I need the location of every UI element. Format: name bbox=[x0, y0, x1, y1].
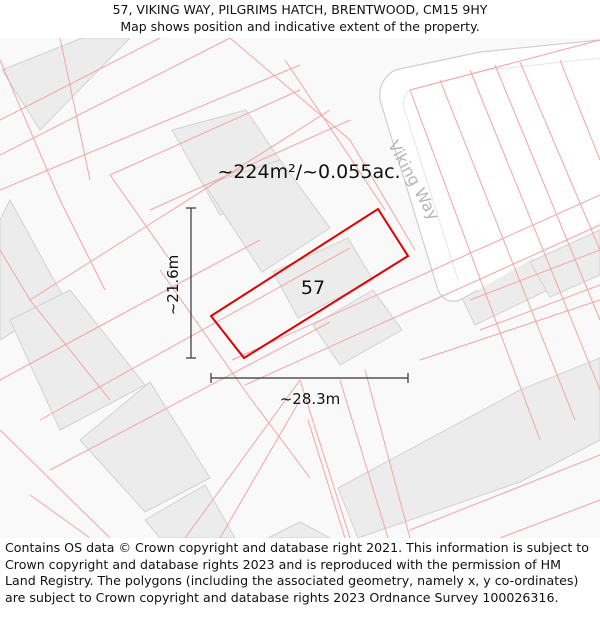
width-dimension-label: ~28.3m bbox=[280, 390, 341, 408]
viking-way-road bbox=[379, 39, 600, 302]
property-boundary[interactable] bbox=[209, 207, 410, 360]
dimension-lines bbox=[186, 207, 409, 383]
building bbox=[1, 38, 131, 131]
building bbox=[267, 521, 331, 538]
map-header: 57, VIKING WAY, PILGRIMS HATCH, BRENTWOO… bbox=[0, 0, 600, 39]
copyright-notice: Contains OS data © Crown copyright and d… bbox=[5, 540, 589, 605]
plot-number-label: 57 bbox=[301, 277, 325, 299]
building bbox=[337, 357, 600, 538]
area-label: ~224m²/~0.055ac. bbox=[217, 161, 400, 183]
building bbox=[79, 381, 211, 513]
property-map[interactable]: Viking Way ~224m²/~0.055ac. 57 ~21.6m ~2… bbox=[0, 38, 600, 538]
building bbox=[272, 237, 374, 319]
building bbox=[312, 289, 403, 366]
property-address: 57, VIKING WAY, PILGRIMS HATCH, BRENTWOO… bbox=[112, 2, 488, 17]
height-dimension-label: ~21.6m bbox=[164, 255, 182, 316]
parcel-boundaries bbox=[0, 38, 600, 538]
map-canvas: Viking Way ~224m²/~0.055ac. 57 ~21.6m ~2… bbox=[0, 38, 600, 538]
building bbox=[144, 484, 236, 538]
building bbox=[204, 159, 331, 273]
map-subtitle: Map shows position and indicative extent… bbox=[120, 19, 480, 34]
